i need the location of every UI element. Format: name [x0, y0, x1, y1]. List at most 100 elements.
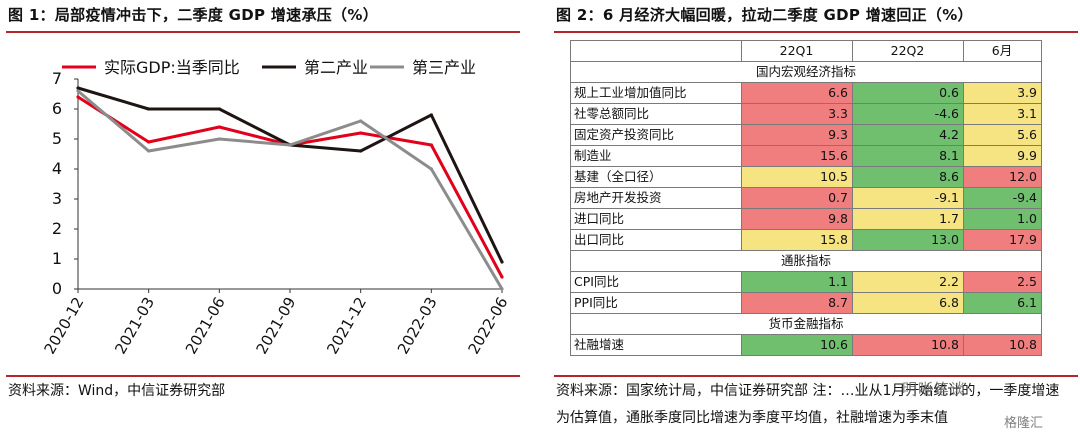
- series-2-point: [429, 113, 433, 117]
- y-tick-label: 2: [52, 219, 62, 238]
- series-line-1: [77, 95, 504, 278]
- line-chart: 0 1 2 3 4 5 6 7 2020-12 2021-03 2021-06 2021-09 2021…: [41, 58, 512, 357]
- y-tick-label: 4: [52, 159, 62, 178]
- header-cell: 22Q2: [852, 40, 964, 62]
- row-label: 社零总额同比: [570, 103, 742, 125]
- table-row: 房地产开发投资 0.7 -9.1 -9.4: [570, 187, 1042, 209]
- y-tick-label: 6: [52, 99, 62, 118]
- series-3-point: [500, 287, 504, 291]
- value-cell: 1.7: [852, 208, 964, 230]
- section-row: 通胀指标: [570, 250, 1042, 272]
- row-label: 规上工业增加值同比: [570, 82, 742, 104]
- series-3-point: [147, 149, 151, 153]
- left-title-rule: [6, 31, 520, 33]
- section-row: 货币金融指标: [570, 313, 1042, 335]
- value-cell: 9.8: [741, 208, 853, 230]
- value-cell: 10.8: [852, 334, 964, 356]
- series-3-point: [429, 167, 433, 171]
- y-tick-label: 7: [52, 69, 62, 88]
- y-tick-label: 1: [52, 249, 62, 268]
- left-source-rule: [6, 375, 520, 377]
- row-label: 房地产开发投资: [570, 187, 742, 209]
- value-cell: 3.3: [741, 103, 853, 125]
- right-title-rule: [554, 31, 1078, 33]
- y-tick-label: 3: [52, 189, 62, 208]
- table-row: 进口同比 9.8 1.7 1.0: [570, 208, 1042, 230]
- watermark-text: 明晰笔谈: [902, 380, 967, 398]
- series-1-point: [359, 131, 363, 135]
- value-cell: -9.1: [852, 187, 964, 209]
- legend-label-1: 实际GDP:当季同比: [104, 58, 240, 77]
- value-cell: 8.7: [741, 292, 853, 314]
- series-1-point: [76, 95, 80, 99]
- value-cell: 6.6: [741, 82, 853, 104]
- value-cell: 8.1: [852, 145, 964, 167]
- series-3-point: [217, 137, 221, 141]
- section-row: 国内宏观经济指标: [570, 61, 1042, 83]
- legend-label-2: 第二产业: [304, 58, 368, 77]
- y-tick-label: 0: [52, 279, 62, 298]
- right-source-note: 资料来源：国家统计局，中信证券研究部 注：…业从1月开始统计的，一季度增速 为估…: [556, 378, 1078, 432]
- watermark-brand: 格隆汇: [1004, 416, 1044, 431]
- section-title: 国内宏观经济指标: [570, 61, 1042, 83]
- value-cell: 10.6: [741, 334, 853, 356]
- row-label: 出口同比: [570, 229, 742, 251]
- x-tick-label: 2020-12: [41, 294, 88, 357]
- y-tick-label: 5: [52, 129, 62, 148]
- value-cell: 10.5: [741, 166, 853, 188]
- table-row: 出口同比 15.8 13.0 17.9: [570, 229, 1042, 251]
- header-cell: [570, 40, 742, 62]
- value-cell: 9.9: [963, 145, 1042, 167]
- value-cell: 15.6: [741, 145, 853, 167]
- value-cell: 2.5: [963, 271, 1042, 293]
- value-cell: 8.6: [852, 166, 964, 188]
- series-1-point: [147, 140, 151, 144]
- row-label: PPI同比: [570, 292, 742, 314]
- value-cell: 5.6: [963, 124, 1042, 146]
- header-cell: 22Q1: [741, 40, 853, 62]
- series-2-point: [359, 149, 363, 153]
- table-row: PPI同比 8.7 6.8 6.1: [570, 292, 1042, 314]
- section-title: 货币金融指标: [570, 313, 1042, 335]
- value-cell: 17.9: [963, 229, 1042, 251]
- table-row: 规上工业增加值同比 6.6 0.6 3.9: [570, 82, 1042, 104]
- series-2-point: [500, 260, 504, 264]
- value-cell: 4.2: [852, 124, 964, 146]
- value-cell: -9.4: [963, 187, 1042, 209]
- series-2-point: [76, 86, 80, 90]
- value-cell: 6.8: [852, 292, 964, 314]
- row-label: 进口同比: [570, 208, 742, 230]
- series-3-point: [359, 119, 363, 123]
- x-tick-label: 2022-06: [465, 294, 512, 357]
- right-source-line2: 为估算值，通胀季度同比增速为季度平均值，社融增速为季末值: [556, 410, 948, 426]
- series-line-3: [77, 89, 504, 290]
- table-row: 社零总额同比 3.3 -4.6 3.1: [570, 103, 1042, 125]
- x-tick-label: 2021-03: [111, 294, 158, 357]
- right-table-title: 图 2：6 月经济大幅回暖，拉动二季度 GDP 增速回正（%）: [556, 6, 973, 24]
- series-2-point: [217, 107, 221, 111]
- series-1-point: [429, 143, 433, 147]
- legend-label-3: 第三产业: [412, 58, 476, 77]
- indicator-table: 22Q1 22Q2 6月 国内宏观经济指标 规上工业增加值同比 6.6 0.6 3.9 社零总额…: [570, 40, 1042, 356]
- value-cell: 0.7: [741, 187, 853, 209]
- section-title: 通胀指标: [570, 250, 1042, 272]
- series-3-point: [76, 89, 80, 93]
- value-cell: 0.6: [852, 82, 964, 104]
- left-source-note: 资料来源：Wind，中信证券研究部: [8, 383, 226, 399]
- right-source-line1: 资料来源：国家统计局，中信证券研究部 注：…业从1月开始统计的，一季度增速: [556, 383, 1060, 399]
- right-source-rule: [554, 375, 1078, 377]
- x-tick-label: 2021-12: [323, 294, 370, 357]
- x-tick-label: 2021-09: [253, 294, 300, 357]
- series-1-point: [500, 275, 504, 279]
- table-row: 基建（全口径） 10.5 8.6 12.0: [570, 166, 1042, 188]
- table-row: 社融增速 10.6 10.8 10.8: [570, 334, 1042, 356]
- row-label: 基建（全口径）: [570, 166, 742, 188]
- value-cell: 1.1: [741, 271, 853, 293]
- table-row: 固定资产投资同比 9.3 4.2 5.6: [570, 124, 1042, 146]
- value-cell: -4.6: [852, 103, 964, 125]
- value-cell: 3.9: [963, 82, 1042, 104]
- table-header-row: 22Q1 22Q2 6月: [570, 40, 1042, 62]
- value-cell: 15.8: [741, 229, 853, 251]
- value-cell: 13.0: [852, 229, 964, 251]
- value-cell: 9.3: [741, 124, 853, 146]
